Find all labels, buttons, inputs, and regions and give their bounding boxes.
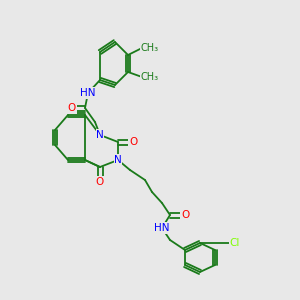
Text: O: O: [96, 177, 104, 187]
Text: Cl: Cl: [230, 238, 240, 248]
Text: CH₃: CH₃: [141, 43, 159, 53]
Text: HN: HN: [80, 88, 96, 98]
Text: N: N: [114, 155, 122, 165]
Text: O: O: [129, 137, 137, 147]
Text: N: N: [96, 130, 104, 140]
Text: O: O: [181, 210, 189, 220]
Text: HN: HN: [154, 223, 170, 233]
Text: CH₃: CH₃: [141, 72, 159, 82]
Text: O: O: [68, 103, 76, 113]
